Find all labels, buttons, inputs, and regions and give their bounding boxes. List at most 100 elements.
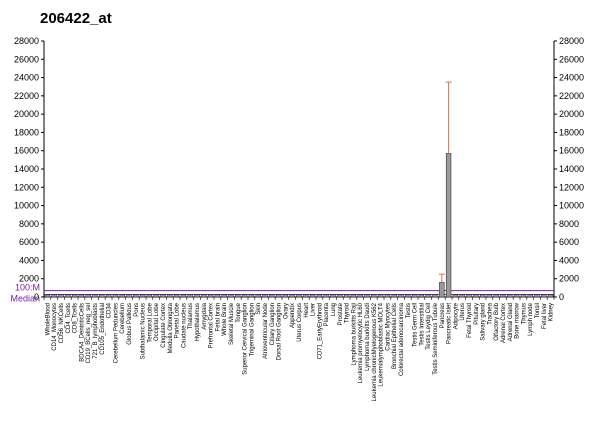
y-tick-label-right: 0 [559, 292, 564, 302]
bar [289, 294, 295, 298]
category-label: CD19_BCells_neg_sel [86, 303, 92, 363]
category-labels: WholeBlood CD14_Monocytes CD56_NKCells CD4_… [45, 302, 554, 401]
bar [473, 294, 479, 298]
category-label: Uterus Corpus [297, 303, 303, 342]
category-label: Leukemia promyelocytic HL60 [358, 302, 364, 383]
bar [405, 294, 411, 298]
y-tick-label-right: 16000 [559, 146, 584, 156]
category-label: Cerebellum Peduncles [113, 303, 119, 363]
bar [214, 294, 221, 298]
y-tick-label-left: 10000 [14, 201, 39, 211]
bar [85, 294, 91, 298]
category-label: Lymphoma burkitts Daudi [365, 303, 371, 371]
category-label: Lung [331, 303, 337, 316]
category-label: Testis [406, 303, 412, 318]
bars [44, 81, 554, 298]
bar [316, 294, 323, 298]
bar [500, 294, 506, 298]
axes: 0 0 2000 2000 4000 4000 6000 6000 8000 8000 10000 1… [14, 36, 584, 302]
bar [303, 294, 309, 298]
bar [139, 294, 146, 298]
bar [296, 294, 302, 298]
bar [51, 294, 57, 298]
bar [275, 294, 282, 298]
category-label: Cardiac Myocytes [385, 303, 391, 351]
y-tick-label-right: 22000 [559, 91, 584, 101]
bar [235, 294, 241, 298]
category-label: Hypothalamus [195, 303, 201, 341]
bar [207, 294, 214, 298]
category-label: Thyroid [345, 303, 351, 323]
bar [418, 294, 425, 298]
bar [547, 294, 554, 298]
bar [364, 294, 370, 298]
bar [459, 294, 465, 298]
bar [173, 294, 180, 298]
y-tick-label-left: 16000 [14, 146, 39, 156]
bar [133, 294, 139, 298]
bar [350, 294, 357, 298]
category-label: CD105_Endothelial [100, 303, 106, 355]
y-tick-label-left: 4000 [19, 255, 39, 265]
category-label: Lymph node [528, 302, 534, 335]
category-label: Parietal Lobe [175, 302, 181, 338]
bar [439, 282, 445, 298]
category-label: Globus Pallidus [127, 303, 133, 345]
category-label: Tongue [236, 302, 242, 322]
category-label: Ciliary Ganglion [270, 303, 276, 345]
y-tick-label-right: 6000 [559, 237, 579, 247]
bar [71, 294, 78, 298]
bar [153, 294, 159, 298]
category-label: Amygdala [202, 302, 208, 329]
bar [343, 294, 350, 298]
category-label: Colorectal adenocarcinoma [399, 302, 405, 376]
category-label: Dorsal Root Ganglion [277, 303, 283, 360]
bar [520, 294, 527, 298]
category-label: Whole Brain [222, 303, 228, 336]
bar [371, 294, 377, 298]
category-label: Prostate [338, 302, 344, 325]
category-label: Occipital Lobe [154, 302, 160, 341]
category-label: Ovary [283, 303, 289, 319]
bar [44, 294, 51, 298]
bar [269, 294, 275, 298]
y-tick-label-right: 4000 [559, 255, 579, 265]
bar [187, 294, 193, 298]
chart-title: 206422_at [40, 10, 112, 27]
bar [398, 294, 404, 298]
category-label: Olfactory Bulb [494, 302, 500, 340]
category-label: WholeBlood [45, 303, 51, 335]
bar [105, 294, 112, 298]
category-label: Caudate nucleus [181, 303, 187, 348]
y-tick-label-left: 2000 [19, 274, 39, 284]
y-tick-label-right: 20000 [559, 109, 584, 119]
y-tick-label-left: 24000 [14, 73, 39, 83]
bar [357, 294, 363, 298]
bar [541, 294, 547, 298]
category-label: Fetal liver [542, 303, 548, 329]
category-label: Skin [256, 303, 262, 315]
category-label: Testis Germ Cell [413, 303, 419, 347]
y-tick-label-left: 6000 [19, 237, 39, 247]
bar [391, 294, 397, 298]
bar [534, 294, 540, 298]
bar [241, 294, 248, 298]
y-tick-label-right: 10000 [559, 201, 584, 211]
bar [377, 294, 384, 298]
category-label: Tonsil [535, 303, 541, 318]
category-label: Pons [134, 303, 140, 317]
bar [425, 294, 431, 298]
category-label: CD4_Tcells [66, 303, 72, 333]
y-tick-label-left: 26000 [14, 54, 39, 64]
category-label: CD71_EarlyErythroid [317, 303, 323, 359]
bar [479, 294, 486, 298]
bar [248, 294, 255, 298]
y-tick-label-left: 20000 [14, 109, 39, 119]
category-label: Kidney [549, 303, 555, 321]
bar [445, 153, 452, 298]
bar [527, 294, 533, 298]
category-label: 721_B_lymphoblasts [93, 303, 99, 359]
bar [201, 294, 207, 298]
